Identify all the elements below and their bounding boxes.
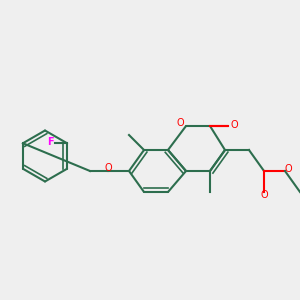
Text: O: O xyxy=(104,163,112,173)
Text: F: F xyxy=(47,137,54,147)
Text: O: O xyxy=(284,164,292,175)
Text: O: O xyxy=(230,119,238,130)
Text: O: O xyxy=(260,190,268,200)
Text: O: O xyxy=(176,118,184,128)
